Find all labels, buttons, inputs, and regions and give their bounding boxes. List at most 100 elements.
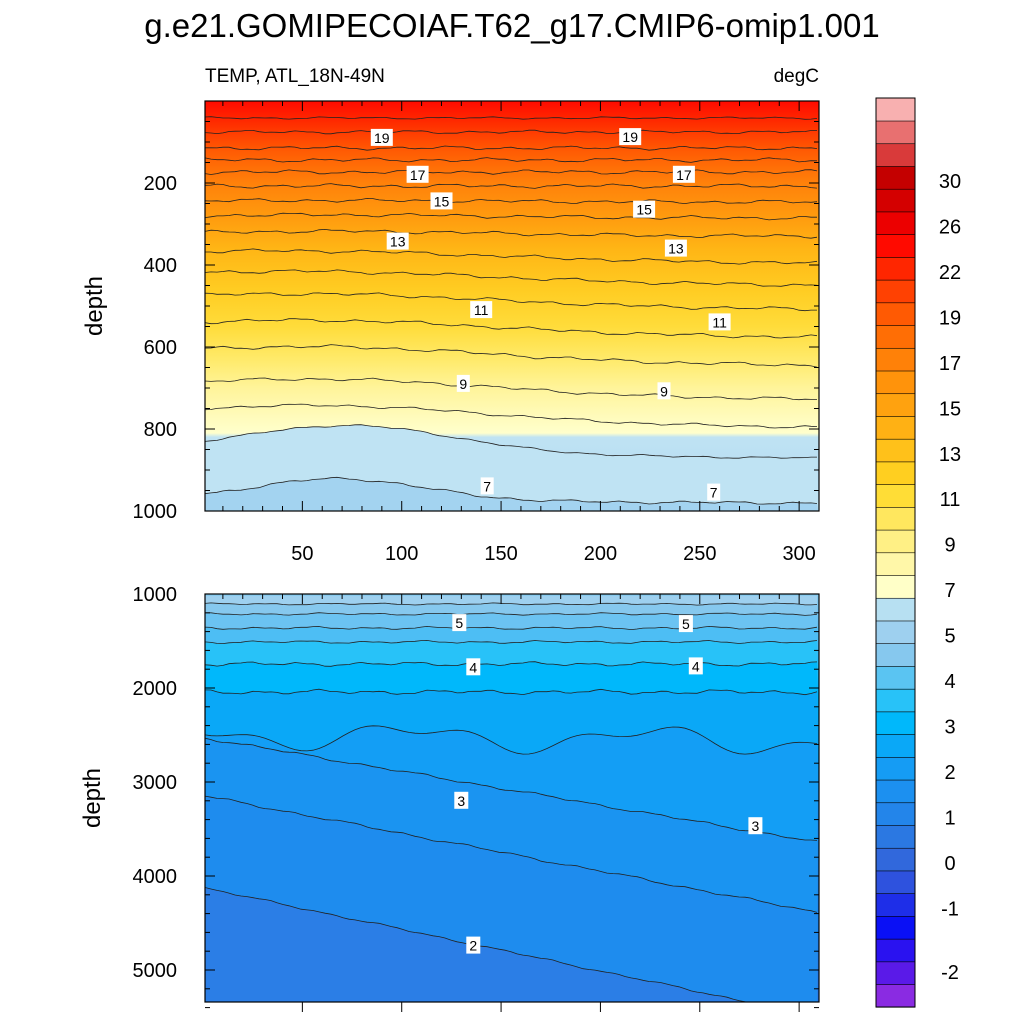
upper-y-axis-label: depth [81,276,108,336]
colorbar-label: 13 [939,444,961,466]
colorbar-labels: -2 -1 0 1 2 3 4 5 7 9 11 13 15 17 19 22 26 30 [939,171,961,984]
colorbar-swatch [875,506,916,531]
colorbar: -2 -1 0 1 2 3 4 5 7 9 11 13 15 17 19 22 26 30 [875,97,961,1008]
upper-ticks: 200 400 600 800 1000 50 100 150 200 250 300 [133,101,820,565]
lower-contour-lines [205,602,818,1002]
lower-ticks: 1000 2000 3000 4000 5000 [133,584,820,1012]
colorbar-swatch [875,347,916,372]
upper-contour-line [205,169,818,175]
contour-label-text: 9 [459,376,467,392]
upper-y-tick-label: 400 [144,255,177,277]
contour-label: 17 [672,165,695,183]
contour-label: 7 [707,483,721,501]
colorbar-swatch [875,711,916,735]
left-subtitle: TEMP, ATL_18N-49N [205,66,385,87]
contour-label-text: 15 [636,202,652,218]
lower-fill-band [205,725,817,841]
colorbar-swatch [875,983,916,1008]
contour-label: 15 [633,200,656,218]
lower-y-tick-label: 1000 [133,584,178,606]
colorbar-swatch [875,620,916,644]
colorbar-swatch [875,847,916,872]
contour-label-text: 19 [622,129,638,145]
lower-contour-fills [205,596,817,1002]
upper-contour-line [205,129,818,135]
contour-label-box [430,192,453,210]
upper-y-tick-label: 800 [144,419,177,441]
colorbar-label: 3 [944,717,955,739]
colorbar-swatch [875,461,916,485]
upper-contour-line [205,197,818,205]
contour-label-box [406,165,429,183]
contour-label-box [386,232,409,250]
contour-label: 11 [708,313,731,331]
colorbar-swatch [875,120,916,145]
contour-label-box [657,382,671,400]
colorbar-label: -2 [941,962,959,984]
lower-fill-band [205,887,746,1002]
lower-contour-line [205,639,818,645]
contour-label-box [664,239,687,257]
x-tick-label: 100 [385,543,418,565]
upper-contour-labels: 19 19 17 17 15 15 13 13 11 11 9 9 7 7 [370,128,731,501]
lower-y-axis-label: depth [79,768,106,828]
colorbar-swatch [875,165,916,190]
contour-label-box [456,374,470,392]
contour-label-text: 15 [434,193,450,209]
contour-label-box [688,657,703,675]
colorbar-label: 15 [939,398,961,420]
colorbar-swatch [875,893,916,917]
contour-label-box [707,483,721,501]
colorbar-label: 5 [944,626,955,648]
colorbar-swatch [875,302,916,326]
x-tick-label: 150 [484,543,517,565]
upper-contour-line [205,116,818,120]
contour-label-text: 17 [676,167,692,183]
contour-label: 5 [452,614,467,632]
right-subtitle: degC [774,66,819,87]
contour-label-text: 13 [390,234,406,250]
x-tick-label: 50 [291,543,313,565]
lower-contour-line [205,602,818,606]
colorbar-label: 1 [944,807,955,829]
contour-label-box [454,791,469,809]
colorbar-swatch [875,393,916,417]
contour-label-box [748,817,763,835]
lower-contour-line [205,612,818,616]
lower-fill-band [205,612,817,630]
upper-contour-lines [205,116,818,505]
upper-contour-line [205,403,818,429]
lower-fill-band [205,626,817,644]
lower-y-tick-label: 5000 [133,960,178,982]
upper-contour-line [205,248,818,265]
colorbar-label: 0 [944,853,955,875]
colorbar-swatch [875,370,916,395]
lower-contour-line [205,661,818,667]
upper-contour-line [205,212,817,221]
contour-label-text: 11 [474,302,489,318]
lower-plot-frame [204,593,820,1003]
upper-panel: 19 19 17 17 15 15 13 13 11 11 9 9 7 7 200 400 600 800 100… [81,100,820,565]
colorbar-boxes [875,97,916,1008]
contour-label: 19 [619,128,642,146]
contour-label: 4 [688,657,703,675]
colorbar-swatch [875,484,916,508]
colorbar-label: 11 [940,489,961,511]
contour-label: 9 [456,374,470,392]
colorbar-swatch [875,279,916,304]
contour-label-text: 5 [455,615,463,631]
contour-label: 13 [386,232,409,250]
contour-label-box [672,165,695,183]
upper-y-tick-label: 200 [144,173,177,195]
x-tick-label: 300 [782,543,815,565]
lower-fill-band [205,796,817,1002]
colorbar-label: 26 [939,217,961,239]
contour-label-box [466,658,481,676]
upper-contour-line [205,157,818,163]
colorbar-swatch [875,733,916,758]
contour-label: 17 [406,165,429,183]
contour-label: 5 [678,615,693,633]
contour-label-text: 4 [469,659,477,675]
colorbar-swatch [875,824,916,849]
